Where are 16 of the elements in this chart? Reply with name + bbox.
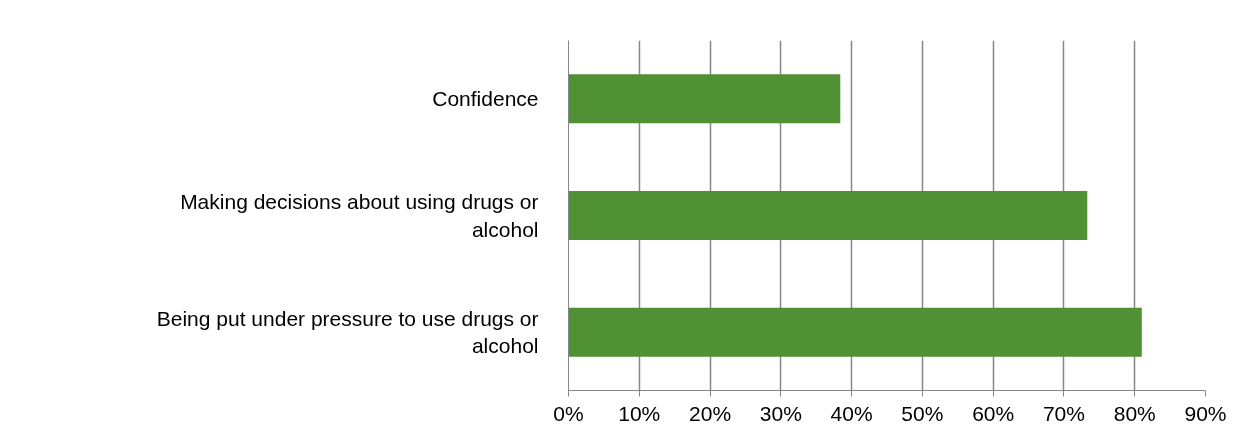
x-tick-label: 10% <box>618 401 661 425</box>
y-tick-label: Making decisions about using drugs or alcohol <box>180 190 539 241</box>
bar <box>568 191 1088 240</box>
x-tick-label: 90% <box>1184 401 1227 425</box>
x-tick-label: 50% <box>901 401 944 425</box>
bar <box>568 74 841 124</box>
x-tick-label: 40% <box>830 401 873 425</box>
x-tick-label: 80% <box>1113 401 1156 425</box>
bar <box>568 307 1142 357</box>
y-tick-label: Confidence <box>432 87 539 111</box>
x-tick-label: 30% <box>759 401 802 425</box>
x-tick-label: 20% <box>689 401 732 425</box>
y-tick-label: Being put under pressure to use drugs or alcohol <box>156 306 539 358</box>
x-tick-label: 70% <box>1042 401 1085 425</box>
x-tick-label: 0% <box>553 401 584 425</box>
x-tick-label: 60% <box>972 401 1015 425</box>
